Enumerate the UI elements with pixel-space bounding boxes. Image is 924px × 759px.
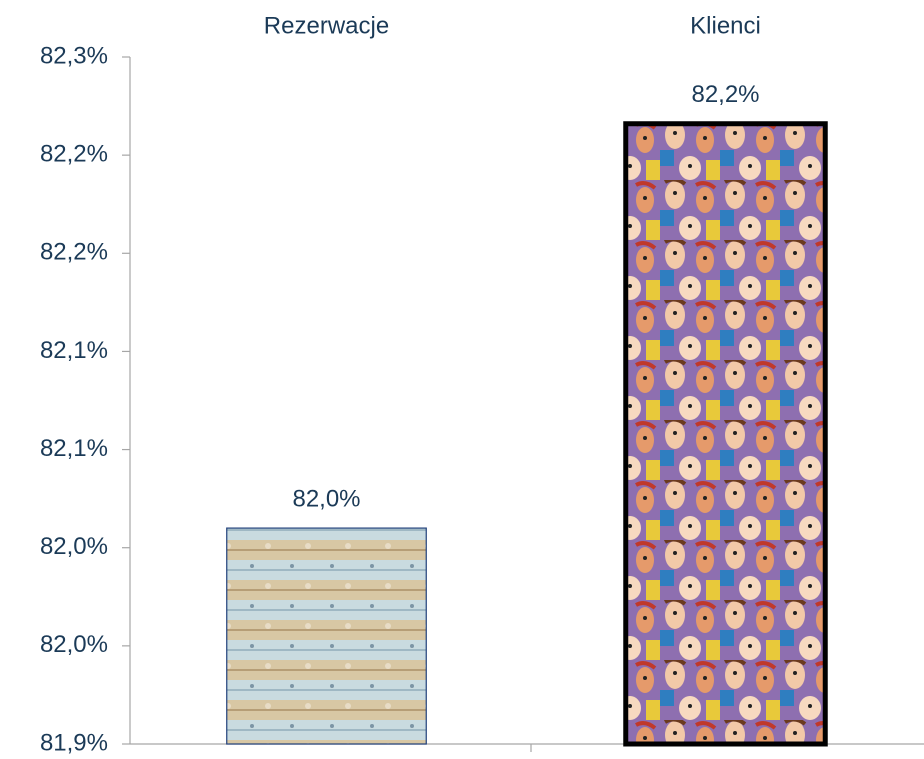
y-tick-label: 82,0% bbox=[40, 533, 108, 560]
y-tick-label: 82,0% bbox=[40, 631, 108, 658]
bar bbox=[226, 527, 427, 745]
y-tick-label: 82,2% bbox=[40, 239, 108, 266]
bar bbox=[623, 121, 828, 747]
category-label: Rezerwacje bbox=[264, 12, 389, 39]
y-tick-label: 82,2% bbox=[40, 140, 108, 167]
value-label: 82,0% bbox=[292, 485, 360, 512]
category-label: Klienci bbox=[690, 12, 761, 39]
y-tick-label: 82,3% bbox=[40, 42, 108, 69]
value-label: 82,2% bbox=[691, 81, 759, 108]
y-tick-label: 81,9% bbox=[40, 729, 108, 756]
y-tick-label: 82,1% bbox=[40, 337, 108, 364]
y-tick-label: 82,1% bbox=[40, 435, 108, 462]
